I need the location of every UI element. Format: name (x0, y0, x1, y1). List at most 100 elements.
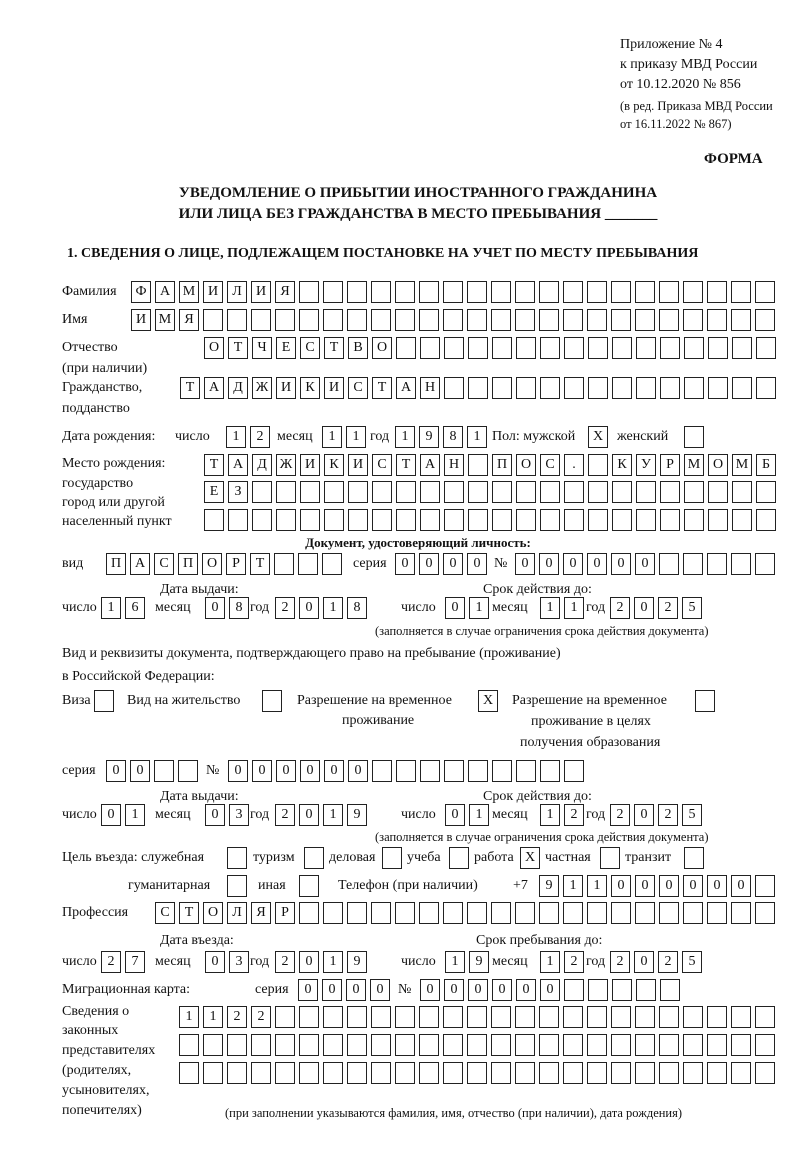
char-box[interactable] (695, 690, 715, 712)
char-box[interactable] (275, 1062, 295, 1084)
char-box[interactable]: 7 (125, 951, 145, 973)
char-box[interactable] (300, 481, 320, 503)
char-box[interactable] (539, 902, 559, 924)
char-box[interactable] (227, 875, 247, 897)
char-box[interactable]: 0 (370, 979, 390, 1001)
char-box[interactable]: О (202, 553, 222, 575)
char-box[interactable] (371, 281, 391, 303)
char-box[interactable] (539, 1062, 559, 1084)
char-box[interactable]: М (155, 309, 175, 331)
char-box[interactable] (443, 281, 463, 303)
char-box[interactable]: 0 (324, 760, 344, 782)
char-box[interactable]: 1 (469, 597, 489, 619)
char-box[interactable] (395, 281, 415, 303)
char-box[interactable]: 0 (683, 875, 703, 897)
char-box[interactable]: Т (180, 377, 200, 399)
char-box[interactable]: 1 (540, 804, 560, 826)
char-box[interactable] (587, 902, 607, 924)
char-box[interactable]: Т (372, 377, 392, 399)
char-box[interactable]: 0 (322, 979, 342, 1001)
char-box[interactable] (516, 377, 536, 399)
char-box[interactable]: 5 (682, 804, 702, 826)
char-box[interactable]: 8 (443, 426, 463, 448)
char-box[interactable] (683, 1006, 703, 1028)
char-box[interactable]: 1 (179, 1006, 199, 1028)
char-box[interactable] (516, 337, 536, 359)
purpose-transit-checkbox[interactable] (684, 847, 708, 869)
char-box[interactable]: А (420, 454, 440, 476)
char-box[interactable] (659, 902, 679, 924)
purpose-humanitarian-checkbox[interactable] (227, 875, 251, 897)
char-box[interactable] (731, 281, 751, 303)
char-box[interactable]: 0 (540, 979, 560, 1001)
char-box[interactable]: 6 (125, 597, 145, 619)
char-box[interactable]: 2 (610, 951, 630, 973)
char-box[interactable]: 1 (587, 875, 607, 897)
char-box[interactable] (588, 481, 608, 503)
char-box[interactable] (203, 1062, 223, 1084)
char-box[interactable] (612, 377, 632, 399)
legal-reps-boxes[interactable] (179, 1034, 779, 1056)
char-box[interactable]: 0 (101, 804, 121, 826)
char-box[interactable] (588, 337, 608, 359)
char-box[interactable] (324, 481, 344, 503)
char-box[interactable] (467, 281, 487, 303)
char-box[interactable] (322, 553, 342, 575)
purpose-other-checkbox[interactable] (299, 875, 323, 897)
char-box[interactable] (684, 377, 704, 399)
char-box[interactable]: М (684, 454, 704, 476)
char-box[interactable]: 1 (226, 426, 246, 448)
char-box[interactable] (492, 377, 512, 399)
char-box[interactable]: С (372, 454, 392, 476)
char-box[interactable]: А (130, 553, 150, 575)
char-box[interactable] (731, 553, 751, 575)
char-box[interactable] (612, 481, 632, 503)
char-box[interactable] (299, 875, 319, 897)
char-box[interactable]: Б (756, 454, 776, 476)
char-box[interactable]: 9 (347, 804, 367, 826)
char-box[interactable]: 2 (610, 597, 630, 619)
char-box[interactable]: 2 (564, 951, 584, 973)
char-box[interactable]: 0 (731, 875, 751, 897)
char-box[interactable]: 0 (492, 979, 512, 1001)
char-box[interactable]: О (708, 454, 728, 476)
char-box[interactable]: Р (660, 454, 680, 476)
char-box[interactable]: 0 (539, 553, 559, 575)
char-box[interactable] (659, 309, 679, 331)
char-box[interactable] (419, 281, 439, 303)
char-box[interactable] (299, 902, 319, 924)
char-box[interactable]: А (204, 377, 224, 399)
char-box[interactable]: 0 (515, 553, 535, 575)
char-box[interactable] (395, 902, 415, 924)
char-box[interactable]: 0 (420, 979, 440, 1001)
char-box[interactable] (443, 309, 463, 331)
char-box[interactable]: 9 (469, 951, 489, 973)
char-box[interactable]: С (300, 337, 320, 359)
char-box[interactable]: 1 (323, 951, 343, 973)
char-box[interactable] (611, 281, 631, 303)
char-box[interactable] (612, 509, 632, 531)
char-box[interactable] (708, 337, 728, 359)
char-box[interactable]: Т (228, 337, 248, 359)
char-box[interactable]: И (131, 309, 151, 331)
char-box[interactable] (347, 1006, 367, 1028)
char-box[interactable]: Т (250, 553, 270, 575)
char-box[interactable]: 0 (419, 553, 439, 575)
char-box[interactable] (420, 760, 440, 782)
char-box[interactable]: 0 (228, 760, 248, 782)
char-box[interactable] (395, 1062, 415, 1084)
char-box[interactable] (347, 281, 367, 303)
char-box[interactable] (516, 760, 536, 782)
char-box[interactable] (491, 1006, 511, 1028)
char-box[interactable] (659, 553, 679, 575)
